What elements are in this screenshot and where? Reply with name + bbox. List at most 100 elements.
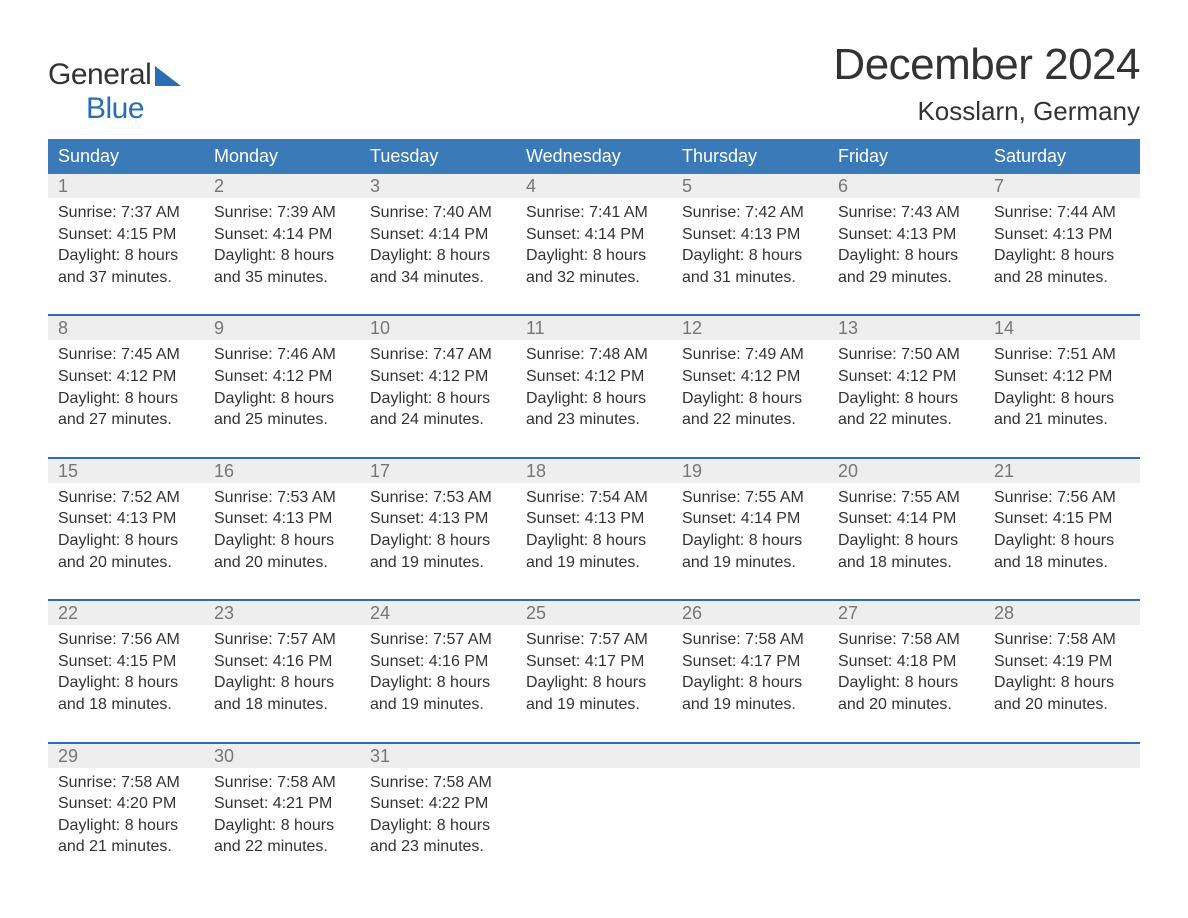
day-number: 24 — [360, 601, 516, 625]
sunset-text: Sunset: 4:13 PM — [994, 224, 1130, 246]
sunrise-text: Sunrise: 7:58 AM — [58, 772, 194, 794]
day-cell: Sunrise: 7:57 AMSunset: 4:17 PMDaylight:… — [516, 625, 672, 741]
day-cell: Sunrise: 7:55 AMSunset: 4:14 PMDaylight:… — [828, 483, 984, 599]
day-cell: Sunrise: 7:37 AMSunset: 4:15 PMDaylight:… — [48, 198, 204, 314]
daylight-line2: and 19 minutes. — [682, 552, 818, 574]
daylight-line2: and 20 minutes. — [994, 694, 1130, 716]
dow-saturday: Saturday — [984, 139, 1140, 174]
day-number: 4 — [516, 174, 672, 198]
sunrise-text: Sunrise: 7:46 AM — [214, 344, 350, 366]
weeks-container: 1234567Sunrise: 7:37 AMSunset: 4:15 PMDa… — [48, 174, 1140, 884]
day-cell: Sunrise: 7:56 AMSunset: 4:15 PMDaylight:… — [984, 483, 1140, 599]
header: General Blue December 2024 Kosslarn, Ger… — [48, 40, 1140, 127]
sunset-text: Sunset: 4:13 PM — [682, 224, 818, 246]
day-number — [516, 744, 672, 768]
daylight-line2: and 20 minutes. — [58, 552, 194, 574]
sunset-text: Sunset: 4:14 PM — [214, 224, 350, 246]
day-content-row: Sunrise: 7:56 AMSunset: 4:15 PMDaylight:… — [48, 625, 1140, 741]
sunrise-text: Sunrise: 7:58 AM — [214, 772, 350, 794]
sunrise-text: Sunrise: 7:54 AM — [526, 487, 662, 509]
month-title: December 2024 — [833, 40, 1140, 90]
day-number: 9 — [204, 316, 360, 340]
daylight-line2: and 18 minutes. — [58, 694, 194, 716]
daylight-line2: and 21 minutes. — [994, 409, 1130, 431]
daylight-line2: and 19 minutes. — [526, 694, 662, 716]
day-number: 19 — [672, 459, 828, 483]
daylight-line1: Daylight: 8 hours — [526, 530, 662, 552]
day-number-row: 891011121314 — [48, 316, 1140, 340]
daylight-line2: and 19 minutes. — [526, 552, 662, 574]
daylight-line1: Daylight: 8 hours — [370, 530, 506, 552]
logo-text-general: General — [48, 60, 151, 90]
day-number: 30 — [204, 744, 360, 768]
day-cell — [828, 768, 984, 884]
daylight-line1: Daylight: 8 hours — [58, 815, 194, 837]
sunset-text: Sunset: 4:19 PM — [994, 651, 1130, 673]
daylight-line2: and 18 minutes. — [838, 552, 974, 574]
day-number-row: 22232425262728 — [48, 601, 1140, 625]
dow-monday: Monday — [204, 139, 360, 174]
day-number-row: 293031 — [48, 744, 1140, 768]
daylight-line2: and 23 minutes. — [526, 409, 662, 431]
day-cell: Sunrise: 7:57 AMSunset: 4:16 PMDaylight:… — [360, 625, 516, 741]
day-cell: Sunrise: 7:57 AMSunset: 4:16 PMDaylight:… — [204, 625, 360, 741]
daylight-line1: Daylight: 8 hours — [58, 530, 194, 552]
daylight-line2: and 20 minutes. — [838, 694, 974, 716]
day-content-row: Sunrise: 7:37 AMSunset: 4:15 PMDaylight:… — [48, 198, 1140, 314]
daylight-line2: and 35 minutes. — [214, 267, 350, 289]
daylight-line1: Daylight: 8 hours — [838, 245, 974, 267]
day-number: 7 — [984, 174, 1140, 198]
day-number: 25 — [516, 601, 672, 625]
sunset-text: Sunset: 4:21 PM — [214, 793, 350, 815]
daylight-line2: and 19 minutes. — [370, 694, 506, 716]
sunset-text: Sunset: 4:12 PM — [994, 366, 1130, 388]
sunrise-text: Sunrise: 7:47 AM — [370, 344, 506, 366]
sunset-text: Sunset: 4:12 PM — [526, 366, 662, 388]
day-number: 11 — [516, 316, 672, 340]
daylight-line2: and 22 minutes. — [682, 409, 818, 431]
day-cell: Sunrise: 7:53 AMSunset: 4:13 PMDaylight:… — [360, 483, 516, 599]
daylight-line2: and 19 minutes. — [370, 552, 506, 574]
sunset-text: Sunset: 4:12 PM — [58, 366, 194, 388]
day-cell — [984, 768, 1140, 884]
week-row: 1234567Sunrise: 7:37 AMSunset: 4:15 PMDa… — [48, 174, 1140, 314]
day-number: 14 — [984, 316, 1140, 340]
dow-tuesday: Tuesday — [360, 139, 516, 174]
sunset-text: Sunset: 4:16 PM — [370, 651, 506, 673]
sunset-text: Sunset: 4:16 PM — [214, 651, 350, 673]
daylight-line1: Daylight: 8 hours — [526, 672, 662, 694]
daylight-line2: and 29 minutes. — [838, 267, 974, 289]
day-cell: Sunrise: 7:52 AMSunset: 4:13 PMDaylight:… — [48, 483, 204, 599]
day-cell: Sunrise: 7:48 AMSunset: 4:12 PMDaylight:… — [516, 340, 672, 456]
dow-thursday: Thursday — [672, 139, 828, 174]
dow-wednesday: Wednesday — [516, 139, 672, 174]
day-number — [984, 744, 1140, 768]
sunset-text: Sunset: 4:12 PM — [838, 366, 974, 388]
sunset-text: Sunset: 4:12 PM — [214, 366, 350, 388]
day-cell: Sunrise: 7:55 AMSunset: 4:14 PMDaylight:… — [672, 483, 828, 599]
day-cell: Sunrise: 7:45 AMSunset: 4:12 PMDaylight:… — [48, 340, 204, 456]
daylight-line2: and 22 minutes. — [838, 409, 974, 431]
sunset-text: Sunset: 4:14 PM — [370, 224, 506, 246]
daylight-line1: Daylight: 8 hours — [526, 388, 662, 410]
day-number: 3 — [360, 174, 516, 198]
daylight-line1: Daylight: 8 hours — [58, 672, 194, 694]
daylight-line2: and 20 minutes. — [214, 552, 350, 574]
sunrise-text: Sunrise: 7:57 AM — [370, 629, 506, 651]
day-cell: Sunrise: 7:42 AMSunset: 4:13 PMDaylight:… — [672, 198, 828, 314]
daylight-line2: and 23 minutes. — [370, 836, 506, 858]
day-content-row: Sunrise: 7:58 AMSunset: 4:20 PMDaylight:… — [48, 768, 1140, 884]
day-cell: Sunrise: 7:51 AMSunset: 4:12 PMDaylight:… — [984, 340, 1140, 456]
daylight-line1: Daylight: 8 hours — [214, 388, 350, 410]
sunset-text: Sunset: 4:14 PM — [682, 508, 818, 530]
sunset-text: Sunset: 4:14 PM — [838, 508, 974, 530]
day-number: 21 — [984, 459, 1140, 483]
sunset-text: Sunset: 4:15 PM — [58, 651, 194, 673]
day-number: 26 — [672, 601, 828, 625]
sunrise-text: Sunrise: 7:56 AM — [994, 487, 1130, 509]
sunset-text: Sunset: 4:13 PM — [370, 508, 506, 530]
sunset-text: Sunset: 4:22 PM — [370, 793, 506, 815]
sunrise-text: Sunrise: 7:55 AM — [682, 487, 818, 509]
logo-text-blue: Blue — [86, 92, 144, 125]
daylight-line2: and 34 minutes. — [370, 267, 506, 289]
